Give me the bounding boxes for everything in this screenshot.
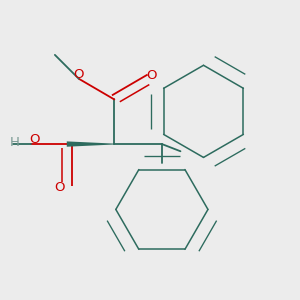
Text: O: O bbox=[74, 68, 84, 81]
Text: O: O bbox=[146, 69, 157, 82]
Text: O: O bbox=[29, 133, 39, 146]
Polygon shape bbox=[67, 141, 114, 147]
Text: O: O bbox=[54, 181, 64, 194]
Text: H: H bbox=[10, 136, 20, 149]
